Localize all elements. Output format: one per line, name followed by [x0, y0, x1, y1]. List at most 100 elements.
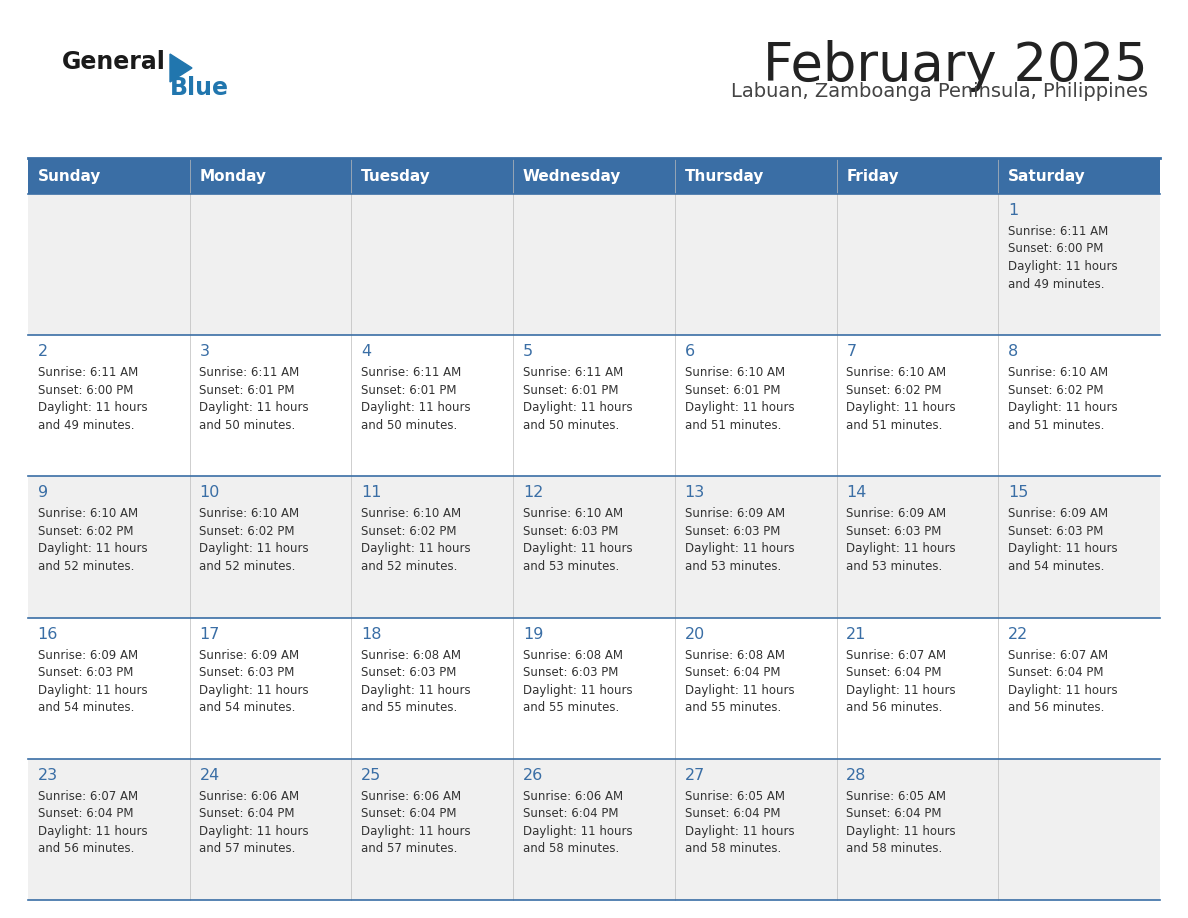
Text: Sunrise: 6:07 AM: Sunrise: 6:07 AM: [38, 789, 138, 803]
Text: Blue: Blue: [170, 76, 229, 100]
Text: Sunrise: 6:09 AM: Sunrise: 6:09 AM: [684, 508, 785, 521]
Text: Sunset: 6:03 PM: Sunset: 6:03 PM: [523, 666, 618, 679]
Text: and 52 minutes.: and 52 minutes.: [361, 560, 457, 573]
Text: 15: 15: [1007, 486, 1029, 500]
Text: 23: 23: [38, 767, 58, 783]
Text: Sunrise: 6:11 AM: Sunrise: 6:11 AM: [523, 366, 623, 379]
Text: 18: 18: [361, 627, 381, 642]
Text: Sunset: 6:04 PM: Sunset: 6:04 PM: [846, 807, 942, 821]
Text: Saturday: Saturday: [1007, 169, 1086, 184]
Text: Sunset: 6:04 PM: Sunset: 6:04 PM: [684, 666, 781, 679]
Text: Sunrise: 6:08 AM: Sunrise: 6:08 AM: [361, 649, 461, 662]
Text: Labuan, Zamboanga Peninsula, Philippines: Labuan, Zamboanga Peninsula, Philippines: [731, 82, 1148, 101]
Text: Monday: Monday: [200, 169, 266, 184]
Text: Sunset: 6:02 PM: Sunset: 6:02 PM: [200, 525, 295, 538]
Text: Sunset: 6:02 PM: Sunset: 6:02 PM: [1007, 384, 1104, 397]
Text: Sunset: 6:01 PM: Sunset: 6:01 PM: [684, 384, 781, 397]
Text: and 54 minutes.: and 54 minutes.: [38, 701, 134, 714]
Text: Sunrise: 6:08 AM: Sunrise: 6:08 AM: [523, 649, 623, 662]
Text: and 58 minutes.: and 58 minutes.: [523, 843, 619, 856]
Text: Sunrise: 6:09 AM: Sunrise: 6:09 AM: [1007, 508, 1108, 521]
Text: Wednesday: Wednesday: [523, 169, 621, 184]
Text: Sunset: 6:03 PM: Sunset: 6:03 PM: [1007, 525, 1104, 538]
Bar: [29, 618, 1159, 759]
Text: and 53 minutes.: and 53 minutes.: [523, 560, 619, 573]
Text: 19: 19: [523, 627, 543, 642]
Text: Sunset: 6:02 PM: Sunset: 6:02 PM: [846, 384, 942, 397]
Text: and 56 minutes.: and 56 minutes.: [1007, 701, 1105, 714]
Text: Sunrise: 6:11 AM: Sunrise: 6:11 AM: [361, 366, 461, 379]
Text: Sunrise: 6:07 AM: Sunrise: 6:07 AM: [846, 649, 947, 662]
Text: Sunset: 6:03 PM: Sunset: 6:03 PM: [684, 525, 781, 538]
Text: 1: 1: [1007, 203, 1018, 218]
Text: Sunrise: 6:06 AM: Sunrise: 6:06 AM: [361, 789, 461, 803]
Text: Daylight: 11 hours: Daylight: 11 hours: [1007, 684, 1118, 697]
Text: and 53 minutes.: and 53 minutes.: [846, 560, 942, 573]
Text: Sunrise: 6:09 AM: Sunrise: 6:09 AM: [38, 649, 138, 662]
Text: and 54 minutes.: and 54 minutes.: [1007, 560, 1105, 573]
Text: 10: 10: [200, 486, 220, 500]
Text: and 49 minutes.: and 49 minutes.: [38, 419, 134, 431]
Text: Daylight: 11 hours: Daylight: 11 hours: [846, 543, 956, 555]
Text: Sunset: 6:04 PM: Sunset: 6:04 PM: [523, 807, 618, 821]
Text: Daylight: 11 hours: Daylight: 11 hours: [1007, 543, 1118, 555]
Text: Sunset: 6:02 PM: Sunset: 6:02 PM: [38, 525, 133, 538]
Text: 3: 3: [200, 344, 209, 359]
Polygon shape: [170, 54, 192, 82]
Text: Daylight: 11 hours: Daylight: 11 hours: [1007, 260, 1118, 273]
Text: Sunset: 6:04 PM: Sunset: 6:04 PM: [38, 807, 133, 821]
Text: and 55 minutes.: and 55 minutes.: [684, 701, 781, 714]
Text: 13: 13: [684, 486, 704, 500]
Text: and 58 minutes.: and 58 minutes.: [684, 843, 781, 856]
Text: Sunday: Sunday: [38, 169, 101, 184]
Text: Sunrise: 6:10 AM: Sunrise: 6:10 AM: [1007, 366, 1108, 379]
Text: and 50 minutes.: and 50 minutes.: [523, 419, 619, 431]
Text: Daylight: 11 hours: Daylight: 11 hours: [361, 684, 470, 697]
Text: Sunset: 6:03 PM: Sunset: 6:03 PM: [38, 666, 133, 679]
Text: Daylight: 11 hours: Daylight: 11 hours: [846, 401, 956, 414]
Text: Sunset: 6:04 PM: Sunset: 6:04 PM: [846, 666, 942, 679]
Text: Friday: Friday: [846, 169, 899, 184]
Text: Sunset: 6:02 PM: Sunset: 6:02 PM: [361, 525, 456, 538]
Text: 28: 28: [846, 767, 867, 783]
Text: Sunset: 6:01 PM: Sunset: 6:01 PM: [200, 384, 295, 397]
Text: 17: 17: [200, 627, 220, 642]
Text: Daylight: 11 hours: Daylight: 11 hours: [846, 684, 956, 697]
Text: Sunrise: 6:08 AM: Sunrise: 6:08 AM: [684, 649, 784, 662]
Text: General: General: [62, 50, 166, 74]
Text: and 56 minutes.: and 56 minutes.: [38, 843, 134, 856]
Text: Daylight: 11 hours: Daylight: 11 hours: [361, 543, 470, 555]
Text: Daylight: 11 hours: Daylight: 11 hours: [846, 824, 956, 838]
Text: and 51 minutes.: and 51 minutes.: [846, 419, 942, 431]
Text: 7: 7: [846, 344, 857, 359]
Text: Sunrise: 6:10 AM: Sunrise: 6:10 AM: [846, 366, 947, 379]
Text: 5: 5: [523, 344, 533, 359]
Text: Sunrise: 6:10 AM: Sunrise: 6:10 AM: [361, 508, 461, 521]
Text: Daylight: 11 hours: Daylight: 11 hours: [684, 684, 795, 697]
Text: Daylight: 11 hours: Daylight: 11 hours: [684, 824, 795, 838]
Text: 25: 25: [361, 767, 381, 783]
Text: Sunrise: 6:11 AM: Sunrise: 6:11 AM: [200, 366, 299, 379]
Text: Daylight: 11 hours: Daylight: 11 hours: [523, 543, 632, 555]
Bar: [29, 759, 1159, 900]
Text: Sunrise: 6:11 AM: Sunrise: 6:11 AM: [38, 366, 138, 379]
Text: Sunrise: 6:07 AM: Sunrise: 6:07 AM: [1007, 649, 1108, 662]
Text: 6: 6: [684, 344, 695, 359]
Text: and 50 minutes.: and 50 minutes.: [200, 419, 296, 431]
Text: Tuesday: Tuesday: [361, 169, 431, 184]
Text: 2: 2: [38, 344, 48, 359]
Text: Sunset: 6:04 PM: Sunset: 6:04 PM: [361, 807, 456, 821]
Text: and 51 minutes.: and 51 minutes.: [684, 419, 781, 431]
Text: Daylight: 11 hours: Daylight: 11 hours: [38, 401, 147, 414]
Bar: [29, 158, 1159, 194]
Text: Sunset: 6:03 PM: Sunset: 6:03 PM: [200, 666, 295, 679]
Text: 9: 9: [38, 486, 48, 500]
Text: Sunrise: 6:06 AM: Sunrise: 6:06 AM: [523, 789, 623, 803]
Text: Sunrise: 6:11 AM: Sunrise: 6:11 AM: [1007, 225, 1108, 238]
Text: Daylight: 11 hours: Daylight: 11 hours: [361, 401, 470, 414]
Text: Sunset: 6:04 PM: Sunset: 6:04 PM: [200, 807, 295, 821]
Text: Daylight: 11 hours: Daylight: 11 hours: [523, 684, 632, 697]
Text: Sunrise: 6:06 AM: Sunrise: 6:06 AM: [200, 789, 299, 803]
Text: Sunset: 6:00 PM: Sunset: 6:00 PM: [38, 384, 133, 397]
Text: Daylight: 11 hours: Daylight: 11 hours: [684, 401, 795, 414]
